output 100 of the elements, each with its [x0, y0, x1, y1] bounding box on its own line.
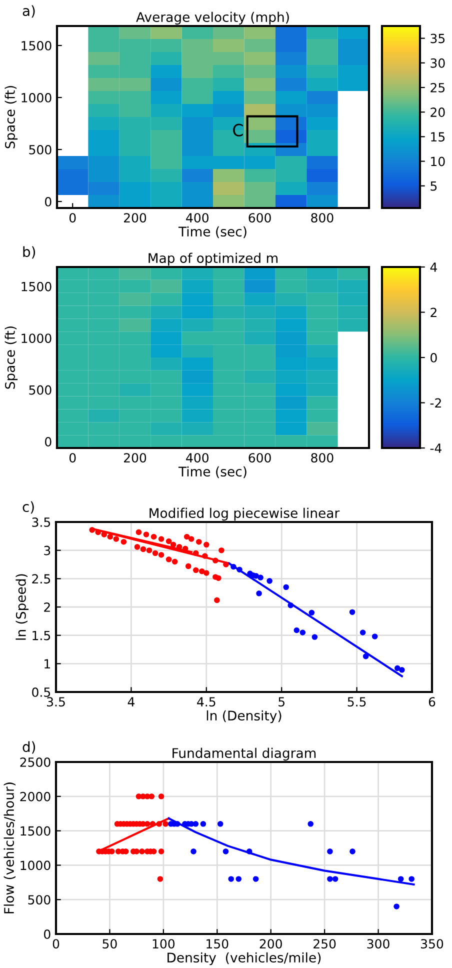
y-tick-label: 0	[45, 196, 52, 206]
point	[300, 630, 306, 636]
point	[107, 534, 114, 540]
point	[190, 848, 196, 854]
point	[288, 602, 294, 608]
point	[143, 532, 150, 538]
chart-title: Map of optimized m	[148, 252, 278, 266]
x-tick-label: 800	[311, 213, 334, 223]
x-tick-label: 250	[314, 939, 336, 949]
y-tick-label: 1500	[20, 826, 50, 836]
y-tick-label: 3.5	[32, 517, 50, 527]
point	[158, 794, 164, 800]
y-tick-label: 1000	[22, 92, 52, 102]
point	[332, 876, 338, 882]
color-bar-label: -4	[430, 444, 442, 453]
point	[170, 542, 176, 548]
point	[196, 538, 202, 545]
x-tick-label: 400	[186, 213, 208, 223]
point	[283, 584, 290, 590]
point	[198, 568, 205, 574]
point	[188, 536, 194, 542]
text: c)	[22, 501, 34, 514]
point	[218, 547, 224, 554]
x-tick-label: 5	[278, 697, 284, 707]
point	[136, 529, 142, 536]
point	[222, 848, 229, 854]
text: b)	[23, 246, 36, 259]
point	[139, 848, 145, 854]
y-tick-label: 500	[28, 895, 50, 905]
x-axis-title: ln (Density)	[206, 710, 282, 724]
point	[228, 876, 234, 882]
point	[266, 578, 272, 584]
point	[327, 848, 333, 854]
point	[156, 821, 162, 827]
x-tick-label: 4	[128, 697, 134, 706]
text: a)	[22, 5, 35, 18]
x-tick-label: 0	[69, 213, 76, 223]
x-tick-label: 5.5	[348, 697, 366, 707]
y-axis-title: Flow (vehicles/hour)	[4, 782, 16, 914]
y-tick-label: 1.5	[32, 630, 50, 640]
point	[408, 876, 414, 882]
y-tick-label: 0	[44, 929, 50, 939]
point	[258, 574, 264, 580]
point	[113, 536, 120, 542]
point	[172, 558, 178, 565]
point	[236, 876, 242, 882]
x-tick-label: 350	[421, 939, 444, 949]
x-tick-label: 6	[428, 697, 436, 707]
point	[140, 546, 146, 552]
point	[166, 538, 172, 544]
point	[152, 550, 158, 556]
color-bar-label: -2	[430, 398, 441, 408]
color-bar-label: 20	[430, 108, 445, 118]
x-tick-label: 4.5	[197, 697, 216, 707]
y-tick-label: 0	[45, 437, 52, 446]
y-tick-label: 1	[44, 659, 50, 668]
x-tick-label: 50	[102, 939, 117, 949]
x-tick-label: 600	[248, 453, 271, 463]
point	[349, 609, 356, 615]
color-bar-label: 30	[430, 58, 445, 68]
color-bar-label: 5	[430, 182, 437, 191]
y-tick-label: 2.5	[32, 574, 50, 584]
point	[192, 550, 199, 556]
point	[204, 570, 210, 576]
x-axis-title: Time (sec)	[178, 466, 246, 478]
x-tick-label: 300	[367, 939, 390, 949]
point	[372, 634, 378, 640]
point	[204, 542, 210, 548]
y-tick-label: 1000	[20, 860, 50, 870]
x-axis-title: Density (vehicles/mile)	[168, 952, 321, 966]
point	[236, 566, 242, 572]
y-axis-title: Space (ft)	[4, 326, 18, 389]
y-tick-label: 500	[29, 144, 52, 154]
point	[184, 534, 190, 540]
point	[120, 538, 127, 545]
point	[252, 876, 259, 882]
point	[394, 665, 400, 672]
color-bar-label: 35	[430, 34, 445, 44]
point	[312, 634, 318, 640]
x-tick-label: 100	[152, 939, 175, 949]
point	[216, 575, 222, 581]
point	[166, 556, 172, 562]
point	[360, 630, 366, 636]
color-bar-label: 25	[430, 82, 445, 92]
point	[394, 904, 400, 910]
x-tick-label: 200	[124, 213, 146, 223]
x-tick-label: 0	[69, 453, 76, 463]
annotation: C	[233, 124, 243, 136]
line-series	[168, 817, 415, 886]
y-tick-label: 0.5	[32, 687, 50, 697]
point	[134, 544, 140, 550]
point	[89, 527, 95, 533]
point	[327, 876, 333, 882]
x-tick-label: 150	[206, 939, 228, 949]
point	[202, 553, 208, 559]
chart-title: Modified log piecewise linear	[150, 508, 340, 521]
point	[246, 848, 252, 854]
point	[212, 558, 218, 564]
point	[308, 821, 314, 827]
point	[362, 653, 369, 660]
